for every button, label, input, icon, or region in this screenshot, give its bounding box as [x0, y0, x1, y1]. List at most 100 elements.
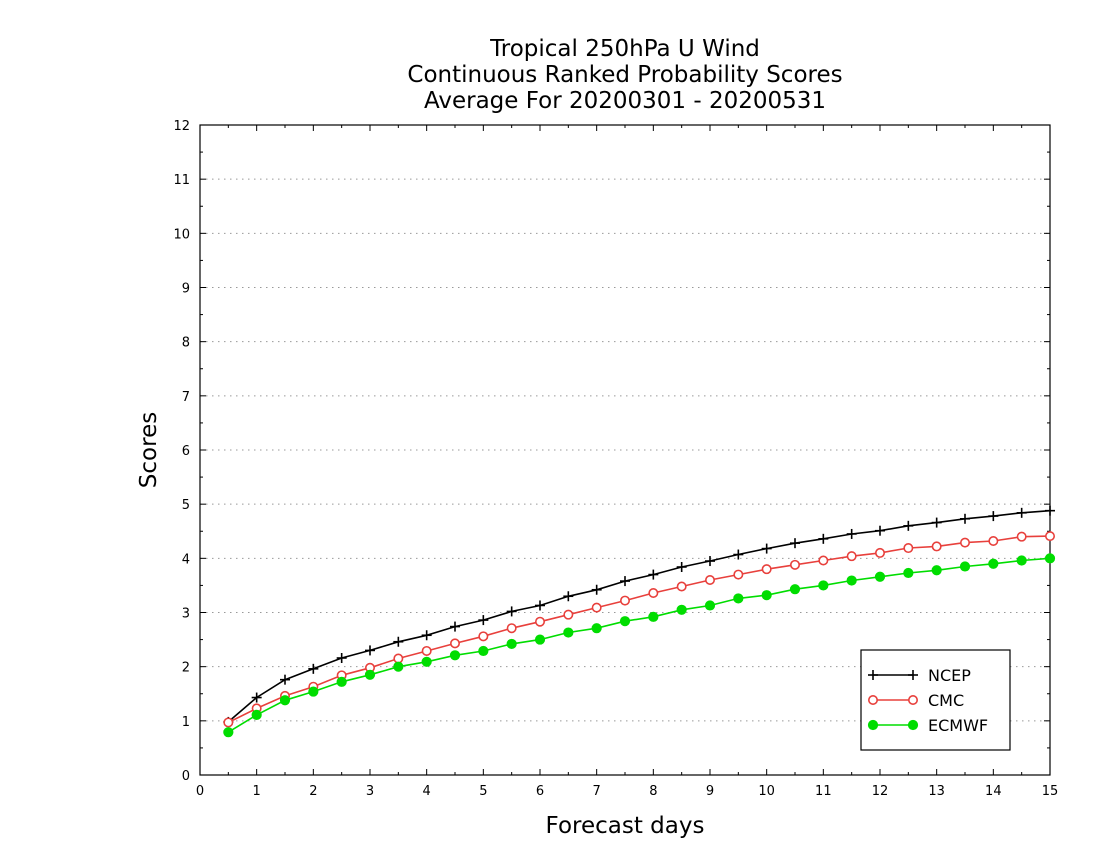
data-point-ncep	[733, 549, 744, 560]
y-tick-label-2: 2	[182, 661, 190, 676]
data-point-cmc	[421, 645, 432, 656]
data-point-ecmwf	[251, 709, 262, 720]
data-point-ecmwf	[874, 571, 886, 582]
data-point-cmc	[846, 551, 857, 562]
data-point-ncep	[1016, 507, 1027, 518]
data-point-ncep	[648, 569, 659, 580]
data-point-ecmwf	[903, 567, 914, 579]
x-tick-label-6: 6	[536, 784, 544, 799]
data-point-ncep	[308, 663, 319, 674]
data-point-cmc	[619, 595, 630, 606]
legend-marker-ecmwf-right	[907, 719, 919, 731]
series-ecmwf	[223, 553, 1056, 738]
data-point-ncep	[620, 576, 630, 587]
y-tick-label-12: 12	[173, 119, 190, 134]
data-point-cmc	[1016, 531, 1027, 542]
data-point-ecmwf	[931, 565, 942, 576]
x-tick-label-8: 8	[649, 784, 657, 799]
y-tick-label-5: 5	[182, 498, 190, 513]
data-point-ncep	[705, 556, 715, 567]
data-point-cmc	[959, 537, 970, 548]
y-tick-label-7: 7	[182, 390, 190, 405]
y-axis-title: Scores	[136, 412, 162, 488]
y-tick-label-9: 9	[182, 282, 190, 297]
data-point-ecmwf	[223, 727, 234, 738]
data-point-cmc	[478, 631, 489, 642]
legend-marker-cmc-left	[867, 694, 878, 705]
data-point-cmc	[789, 559, 800, 570]
data-point-ncep	[960, 513, 970, 524]
x-tick-label-1: 1	[253, 784, 261, 799]
data-point-ecmwf	[789, 584, 801, 595]
data-point-cmc	[506, 623, 517, 634]
chart-title: Tropical 250hPa U Wind Continuous Ranked…	[200, 36, 1050, 114]
data-point-cmc	[874, 547, 885, 558]
data-point-ecmwf	[846, 575, 857, 586]
data-point-ncep	[903, 520, 914, 531]
data-point-ecmwf	[959, 561, 971, 572]
x-tick-label-9: 9	[706, 784, 714, 799]
data-point-ncep	[818, 533, 829, 544]
series-layer	[223, 505, 1056, 738]
data-point-ecmwf	[478, 645, 489, 657]
data-point-ecmwf	[704, 600, 716, 611]
data-point-ncep	[506, 606, 517, 617]
x-axis-title: Forecast days	[546, 813, 705, 839]
data-point-ncep	[931, 517, 942, 528]
x-tick-label-11: 11	[815, 784, 832, 799]
data-point-ecmwf	[676, 604, 687, 615]
data-point-ncep	[875, 525, 885, 536]
data-point-cmc	[1045, 531, 1056, 542]
data-point-cmc	[648, 587, 659, 598]
chart-title-line-2: Continuous Ranked Probability Scores	[407, 62, 843, 88]
data-point-ncep	[761, 543, 772, 554]
data-point-ecmwf	[308, 686, 319, 697]
data-point-cmc	[903, 543, 914, 554]
x-tick-label-13: 13	[928, 784, 945, 799]
data-point-ecmwf	[393, 661, 404, 672]
data-point-ncep	[421, 630, 432, 641]
data-point-ecmwf	[619, 616, 631, 627]
data-point-ncep	[336, 653, 347, 663]
legend-marker-ncep-left	[868, 670, 878, 680]
data-point-cmc	[818, 555, 829, 566]
x-tick-label-14: 14	[985, 784, 1002, 799]
data-point-ecmwf	[449, 650, 461, 661]
y-tick-label-4: 4	[182, 552, 190, 567]
legend-marker-cmc-right	[907, 694, 918, 705]
data-point-ncep	[591, 584, 602, 595]
data-point-ncep	[251, 692, 262, 703]
y-tick-label-8: 8	[182, 336, 190, 351]
data-point-ecmwf	[648, 611, 659, 622]
data-point-ncep	[676, 562, 687, 572]
data-point-cmc	[761, 564, 772, 575]
series-ncep	[223, 505, 1055, 727]
data-point-cmc	[733, 569, 744, 580]
data-point-ncep	[535, 600, 545, 611]
data-point-ecmwf	[506, 638, 517, 650]
x-tick-label-12: 12	[872, 784, 889, 799]
data-point-ncep	[988, 511, 999, 522]
data-point-ncep	[280, 674, 290, 685]
data-point-cmc	[534, 616, 545, 627]
data-point-cmc	[591, 602, 602, 613]
data-point-ncep	[365, 645, 375, 656]
data-point-cmc	[931, 541, 942, 552]
data-point-cmc	[704, 574, 715, 585]
data-point-ecmwf	[733, 593, 744, 604]
legend-label-cmc: CMC	[928, 691, 964, 710]
x-tick-label-7: 7	[593, 784, 601, 799]
y-tick-label-3: 3	[182, 607, 190, 622]
legend-marker-ncep-right	[908, 670, 918, 680]
legend-marker-ecmwf-left	[867, 719, 879, 731]
x-tick-label-5: 5	[479, 784, 487, 799]
data-point-cmc	[223, 717, 234, 728]
chart-title-line-1: Tropical 250hPa U Wind	[490, 36, 760, 62]
grid-lines	[200, 178, 1050, 722]
data-point-ecmwf	[336, 676, 347, 687]
x-tick-label-3: 3	[366, 784, 374, 799]
data-point-cmc	[393, 653, 404, 664]
data-point-ecmwf	[563, 627, 574, 638]
data-point-cmc	[563, 609, 574, 620]
